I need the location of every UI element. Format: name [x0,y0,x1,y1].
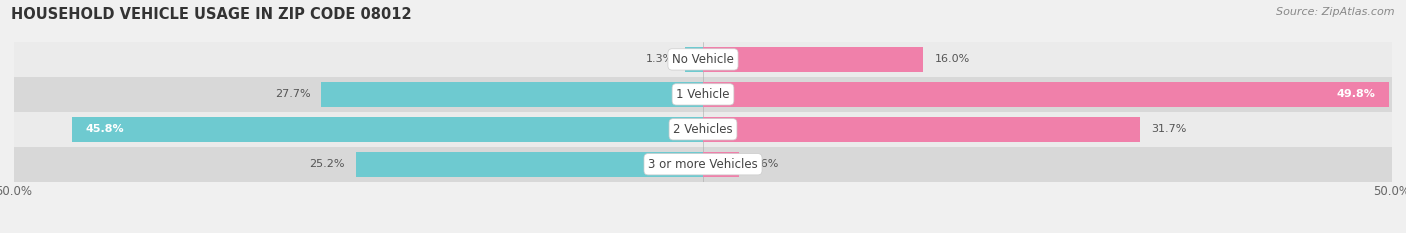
Text: HOUSEHOLD VEHICLE USAGE IN ZIP CODE 08012: HOUSEHOLD VEHICLE USAGE IN ZIP CODE 0801… [11,7,412,22]
Bar [685,47,703,72]
Text: 16.0%: 16.0% [935,55,970,64]
Bar [703,47,924,72]
Legend: Owner-occupied, Renter-occupied: Owner-occupied, Renter-occupied [576,230,830,233]
Text: Source: ZipAtlas.com: Source: ZipAtlas.com [1277,7,1395,17]
Bar [703,82,1389,107]
Text: 2 Vehicles: 2 Vehicles [673,123,733,136]
Text: 1 Vehicle: 1 Vehicle [676,88,730,101]
Text: 27.7%: 27.7% [274,89,311,99]
Bar [14,147,1392,182]
Text: 1.3%: 1.3% [645,55,673,64]
Text: No Vehicle: No Vehicle [672,53,734,66]
Text: 2.6%: 2.6% [749,159,779,169]
Text: 31.7%: 31.7% [1152,124,1187,134]
Bar [356,152,703,177]
Bar [703,152,738,177]
Bar [14,112,1392,147]
Bar [703,117,1140,142]
Text: 25.2%: 25.2% [309,159,344,169]
Bar [14,42,1392,77]
Bar [322,82,703,107]
Text: 49.8%: 49.8% [1337,89,1375,99]
Text: 3 or more Vehicles: 3 or more Vehicles [648,158,758,171]
Bar [14,77,1392,112]
Bar [72,117,703,142]
Text: 45.8%: 45.8% [86,124,124,134]
